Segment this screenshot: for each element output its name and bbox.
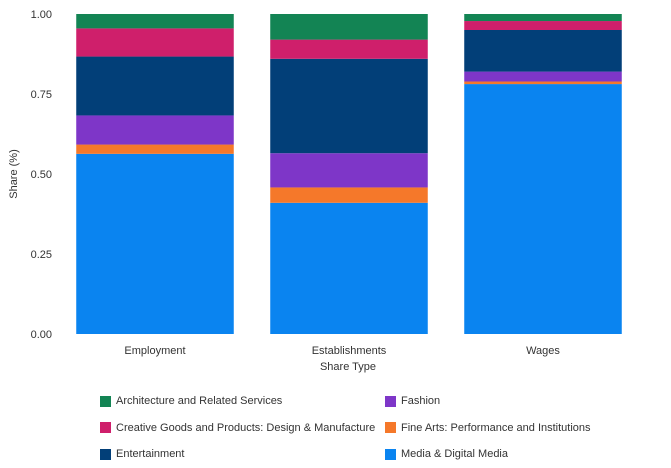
bar-segment <box>76 115 234 145</box>
legend-item[interactable]: Entertainment <box>100 441 385 468</box>
bar-segment <box>464 14 622 22</box>
x-tick-label: Wages <box>526 345 560 357</box>
bar-segment <box>76 14 234 29</box>
bar-stack-establishments <box>270 14 428 334</box>
x-tick-label: Establishments <box>312 345 387 357</box>
y-tick-label: 0.75 <box>31 89 52 101</box>
bar-segment <box>270 14 428 40</box>
legend-swatch <box>385 448 396 460</box>
bar-segment <box>270 58 428 154</box>
x-axis-title: Share Type <box>320 361 376 373</box>
y-tick-label: 0.00 <box>31 329 52 341</box>
legend-item[interactable]: Fashion <box>385 388 660 415</box>
legend-swatch <box>100 422 111 434</box>
y-axis-title: Share (%) <box>8 149 20 199</box>
y-tick-label: 1.00 <box>31 9 52 21</box>
bar-segment <box>270 187 428 203</box>
legend-label: Fine Arts: Performance and Institutions <box>401 421 591 434</box>
bar-segment <box>464 81 622 85</box>
y-tick-label: 0.25 <box>31 249 52 261</box>
bar-segment <box>76 28 234 57</box>
legend-swatch <box>100 395 111 407</box>
bar-segment <box>464 84 622 334</box>
legend-item[interactable]: Architecture and Related Services <box>100 388 385 415</box>
legend-item[interactable]: Creative Goods and Products: Design & Ma… <box>100 415 385 442</box>
bar-segment <box>464 30 622 72</box>
bar-segment <box>464 71 622 82</box>
y-tick-label: 0.50 <box>31 169 52 181</box>
legend-label: Fashion <box>401 395 441 408</box>
bar-segment <box>270 153 428 188</box>
bar-segment <box>76 144 234 154</box>
legend-swatch <box>100 448 111 460</box>
bar-stack-employment <box>76 14 234 334</box>
bar-segment <box>464 21 622 30</box>
legend-label: Creative Goods and Products: Design & Ma… <box>116 421 376 434</box>
legend-swatch <box>385 395 396 407</box>
legend-swatch <box>385 422 396 434</box>
y-axis: 0.00 0.25 0.50 0.75 1.00 <box>31 9 52 341</box>
bar-segment <box>76 153 234 334</box>
bar-stack-wages <box>464 14 622 334</box>
legend-item[interactable]: Fine Arts: Performance and Institutions <box>385 415 660 442</box>
legend-label: Architecture and Related Services <box>116 395 283 408</box>
legend-item[interactable]: Media & Digital Media <box>385 441 660 468</box>
x-axis: Employment Establishments Wages <box>124 345 560 357</box>
legend-label: Entertainment <box>116 448 185 461</box>
legend: Architecture and Related Services Fashion… <box>100 388 660 468</box>
bar-segment <box>76 56 234 116</box>
bar-segment <box>270 202 428 334</box>
legend-label: Media & Digital Media <box>401 448 508 461</box>
bar-segment <box>270 39 428 59</box>
bar-stacks <box>76 14 622 334</box>
x-tick-label: Employment <box>124 345 185 357</box>
